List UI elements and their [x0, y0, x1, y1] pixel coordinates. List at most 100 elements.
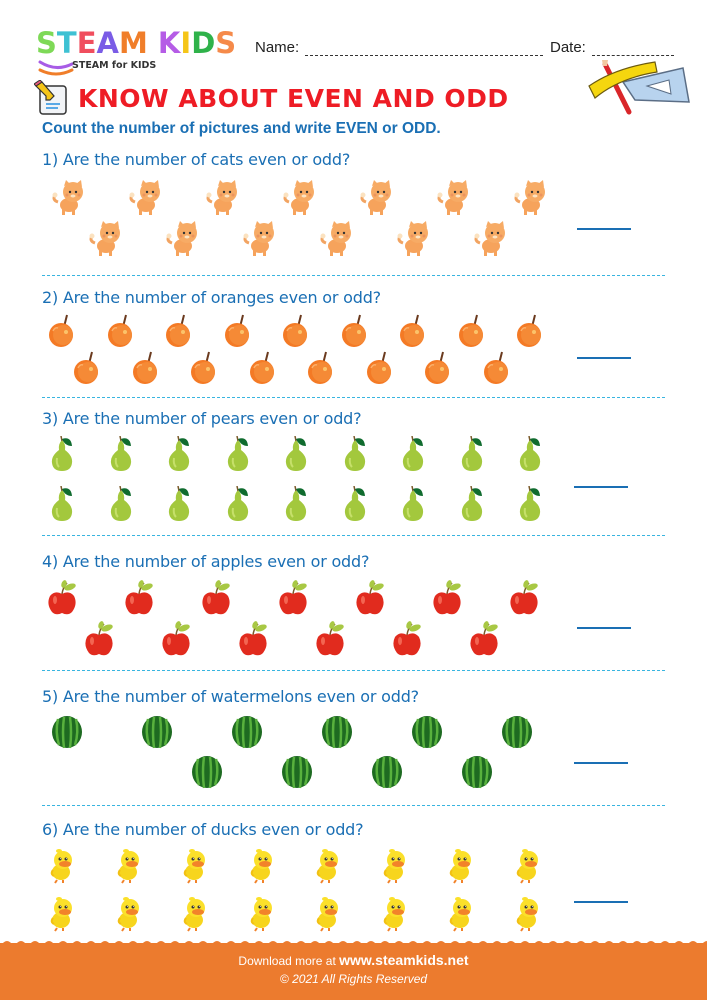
watermelon-icon — [370, 753, 404, 789]
apple-icon — [467, 621, 501, 657]
pear-icon — [162, 435, 196, 472]
orange-icon — [279, 313, 313, 349]
orange-icon — [221, 313, 255, 349]
cat-icon — [283, 180, 317, 216]
name-field[interactable]: Name: — [255, 39, 544, 56]
date-label: Date: — [550, 39, 586, 56]
orange-icon — [363, 350, 397, 386]
duck-icon — [114, 848, 148, 884]
logo-wordmark: STEAM KIDS — [36, 28, 236, 58]
orange-icon — [246, 350, 280, 386]
orange-icon — [480, 350, 514, 386]
watermelon-icon — [50, 713, 84, 749]
orange-icon — [45, 313, 79, 349]
pear-icon — [513, 485, 547, 522]
answer-blank[interactable] — [577, 228, 631, 230]
download-prefix: Download more at — [238, 954, 340, 968]
pear-icon — [338, 435, 372, 472]
cat-icon — [243, 221, 277, 257]
pear-icon — [396, 435, 430, 472]
duck-icon — [446, 896, 480, 932]
logo-letter: S — [36, 26, 57, 60]
apple-icon — [353, 580, 387, 616]
orange-icon — [338, 313, 372, 349]
duck-icon — [446, 848, 480, 884]
pear-icon — [455, 435, 489, 472]
apple-icon — [82, 621, 116, 657]
section-divider — [42, 805, 665, 806]
apple-icon — [390, 621, 424, 657]
question-text: 6) Are the number of ducks even or odd? — [42, 820, 364, 839]
apple-icon — [122, 580, 156, 616]
cat-icon — [474, 221, 508, 257]
duck-icon — [313, 896, 347, 932]
pear-icon — [279, 435, 313, 472]
section-divider — [42, 397, 665, 398]
duck-icon — [247, 848, 281, 884]
apple-icon — [430, 580, 464, 616]
cat-icon — [514, 180, 548, 216]
date-field[interactable]: Date: — [550, 39, 674, 56]
answer-blank[interactable] — [574, 762, 628, 764]
duck-icon — [114, 896, 148, 932]
logo-swoosh-icon — [38, 60, 74, 76]
apple-icon — [159, 621, 193, 657]
copyright-text: © 2021 All Rights Reserved — [279, 972, 428, 986]
question-text: 4) Are the number of apples even or odd? — [42, 552, 370, 571]
orange-icon — [304, 350, 338, 386]
question-text: 3) Are the number of pears even or odd? — [42, 409, 362, 428]
pear-icon — [338, 485, 372, 522]
logo-letter: T — [56, 26, 77, 60]
cat-icon — [437, 180, 471, 216]
orange-icon — [70, 350, 104, 386]
cat-icon — [166, 221, 200, 257]
watermelon-icon — [500, 713, 534, 749]
question-text: 1) Are the number of cats even or odd? — [42, 150, 351, 169]
watermelon-icon — [280, 753, 314, 789]
duck-icon — [47, 896, 81, 932]
website-link[interactable]: www.steamkids.net — [339, 952, 469, 968]
orange-icon — [421, 350, 455, 386]
apple-icon — [236, 621, 270, 657]
pear-icon — [221, 435, 255, 472]
name-input-line[interactable] — [305, 42, 544, 56]
pear-icon — [104, 435, 138, 472]
orange-icon — [104, 313, 138, 349]
duck-icon — [180, 848, 214, 884]
section-divider — [42, 670, 665, 671]
duck-icon — [380, 896, 414, 932]
logo-letter: D — [191, 26, 216, 60]
orange-icon — [187, 350, 221, 386]
steam-kids-logo: STEAM KIDS STEAM for KIDS — [36, 28, 236, 80]
date-input-line[interactable] — [591, 42, 674, 56]
cat-icon — [89, 221, 123, 257]
watermelon-icon — [230, 713, 264, 749]
cat-icon — [52, 180, 86, 216]
cat-icon — [320, 221, 354, 257]
question-text: 5) Are the number of watermelons even or… — [42, 687, 419, 706]
duck-icon — [313, 848, 347, 884]
orange-icon — [513, 313, 547, 349]
pear-icon — [162, 485, 196, 522]
duck-icon — [47, 848, 81, 884]
answer-blank[interactable] — [577, 357, 631, 359]
cat-icon — [397, 221, 431, 257]
answer-blank[interactable] — [574, 901, 628, 903]
orange-icon — [129, 350, 163, 386]
footer-band — [0, 943, 707, 1000]
answer-blank[interactable] — [574, 486, 628, 488]
logo-letter: A — [96, 26, 119, 60]
logo-letter: K — [157, 26, 181, 60]
logo-letter: S — [215, 26, 237, 60]
pear-icon — [455, 485, 489, 522]
answer-blank[interactable] — [577, 627, 631, 629]
orange-icon — [396, 313, 430, 349]
orange-icon — [455, 313, 489, 349]
logo-letter — [148, 28, 158, 58]
apple-icon — [507, 580, 541, 616]
logo-letter: M — [118, 26, 148, 60]
pear-icon — [104, 485, 138, 522]
pear-icon — [45, 485, 79, 522]
pear-icon — [45, 435, 79, 472]
duck-icon — [513, 896, 547, 932]
